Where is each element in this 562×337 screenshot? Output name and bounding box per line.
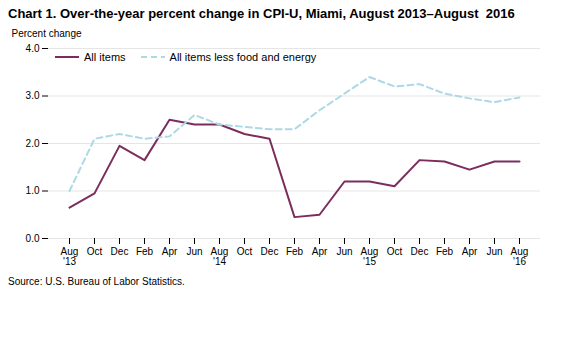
svg-text:Jun: Jun: [186, 246, 202, 257]
svg-text:Aug'15: Aug'15: [361, 246, 379, 267]
svg-text:Aug'16: Aug'16: [511, 246, 529, 267]
svg-text:Dec: Dec: [411, 246, 429, 257]
svg-text:Oct: Oct: [387, 246, 403, 257]
svg-text:Apr: Apr: [312, 246, 328, 257]
svg-text:2.0: 2.0: [26, 138, 40, 149]
svg-text:Percent change: Percent change: [12, 28, 82, 39]
svg-text:Oct: Oct: [87, 246, 103, 257]
svg-text:Feb: Feb: [136, 246, 154, 257]
svg-text:Apr: Apr: [162, 246, 178, 257]
svg-text:Feb: Feb: [436, 246, 454, 257]
html-text:Chart 1. Over-the-year percent: Chart 1. Over-the-year percent change in…: [8, 6, 515, 21]
svg-text:1.0: 1.0: [26, 185, 40, 196]
svg-text:Apr: Apr: [462, 246, 478, 257]
svg-text:4.0: 4.0: [26, 43, 40, 54]
svg-text:Dec: Dec: [111, 246, 129, 257]
svg-text:3.0: 3.0: [26, 90, 40, 101]
svg-text:Feb: Feb: [286, 246, 304, 257]
svg-text:0.0: 0.0: [26, 233, 40, 244]
html-text:Source: U.S. Bureau of Labor S: Source: U.S. Bureau of Labor Statistics.: [8, 276, 185, 287]
svg-text:Dec: Dec: [261, 246, 279, 257]
svg-text:Jun: Jun: [486, 246, 502, 257]
svg-text:Aug'13: Aug'13: [61, 246, 79, 267]
svg-text:Jun: Jun: [336, 246, 352, 257]
html-text:All items: All items: [84, 51, 126, 63]
html-text:All items less food and energy: All items less food and energy: [169, 51, 317, 63]
svg-text:Oct: Oct: [237, 246, 253, 257]
svg-text:Aug'14: Aug'14: [211, 246, 229, 267]
